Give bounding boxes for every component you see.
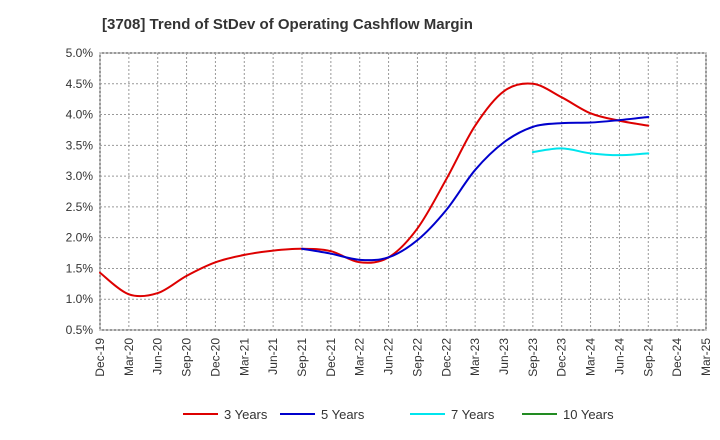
x-tick-label: Mar-20: [122, 338, 136, 376]
x-tick-label: Mar-25: [699, 338, 713, 376]
legend-label-3-years: 3 Years: [224, 407, 268, 422]
x-tick-label: Dec-22: [439, 338, 453, 377]
x-tick-label: Jun-21: [266, 338, 280, 375]
legend: 3 Years 5 Years 7 Years 10 Years: [183, 407, 614, 422]
x-tick-label: Sep-22: [410, 338, 424, 377]
y-tick-label: 1.0%: [66, 292, 94, 306]
y-gridlines: [100, 52, 706, 331]
x-tick-label: Jun-20: [151, 338, 165, 375]
chart-title: [3708] Trend of StDev of Operating Cashf…: [102, 16, 473, 33]
x-tick-label: Mar-24: [584, 338, 598, 376]
y-tick-label: 4.5%: [66, 77, 94, 91]
series-line-7-years: [531, 147, 650, 157]
x-tick-label: Jun-24: [612, 338, 626, 375]
x-tick-label: Sep-20: [180, 338, 194, 377]
y-tick-label: 5.0%: [66, 46, 94, 60]
x-tick-label: Dec-19: [93, 338, 107, 377]
y-tick-label: 1.5%: [66, 261, 94, 275]
x-tick-label: Jun-23: [497, 338, 511, 375]
x-tick-label: Jun-22: [382, 338, 396, 375]
x-tick-label: Dec-23: [555, 338, 569, 377]
plot-area: [99, 52, 707, 331]
legend-label-7-years: 7 Years: [451, 407, 495, 422]
y-tick-label: 3.5%: [66, 138, 94, 152]
legend-label-5-years: 5 Years: [321, 407, 365, 422]
series-line-3-years: [99, 82, 650, 298]
x-tick-label: Sep-24: [641, 338, 655, 377]
x-axis-ticks: Dec-19 Mar-20 Jun-20 Sep-20 Dec-20 Mar-21 Jun-…: [93, 338, 713, 377]
y-tick-label: 3.0%: [66, 169, 94, 183]
y-tick-label: 2.5%: [66, 200, 94, 214]
x-tick-label: Mar-22: [353, 338, 367, 376]
y-tick-label: 2.0%: [66, 231, 94, 245]
x-tick-label: Sep-21: [295, 338, 309, 377]
y-tick-label: 4.0%: [66, 108, 94, 122]
x-tick-label: Dec-24: [670, 338, 684, 377]
x-tick-label: Dec-20: [208, 338, 222, 377]
series-line-5-years: [301, 116, 650, 262]
y-tick-label: 0.5%: [66, 323, 94, 337]
y-axis-ticks: 5.0% 4.5% 4.0% 3.5% 3.0% 2.5% 2.0% 1.5% 1.0% 0.5%: [66, 46, 94, 337]
x-tick-label: Sep-23: [526, 338, 540, 377]
legend-label-10-years: 10 Years: [563, 407, 614, 422]
x-tick-label: Mar-23: [468, 338, 482, 376]
x-tick-label: Mar-21: [237, 338, 251, 376]
x-tick-label: Dec-21: [324, 338, 338, 377]
series-lines: [99, 82, 650, 298]
